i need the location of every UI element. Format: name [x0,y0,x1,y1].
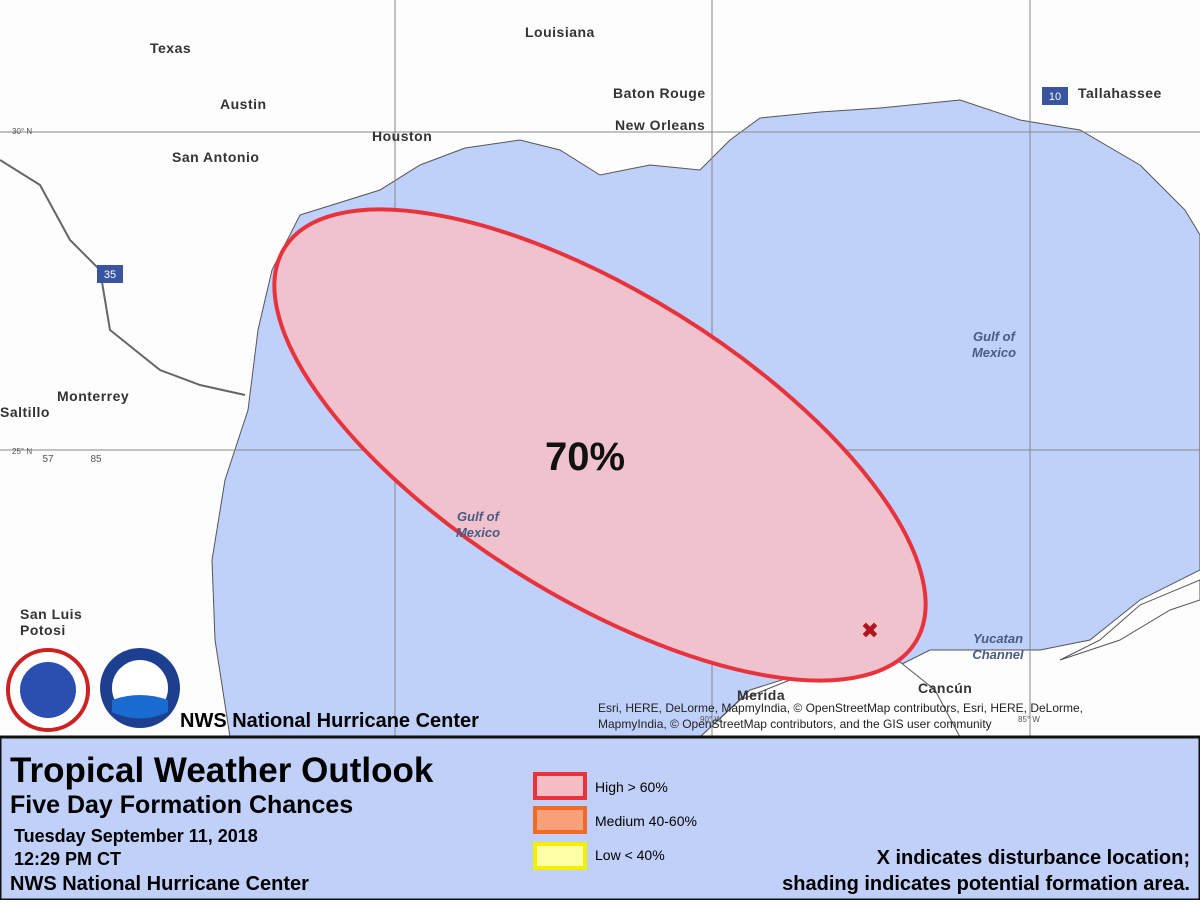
grid-label: 30° N [12,127,32,136]
agency-overlay: NWS National Hurricane Center [180,710,479,732]
grid-label: 85° W [1018,715,1040,724]
footer-panel [0,735,1200,902]
place-label: Texas [150,40,191,56]
grid-label: 25° N [12,447,32,456]
formation-area [272,207,928,683]
place-label: San Antonio [172,149,259,165]
footer-note: shading indicates potential formation ar… [782,873,1190,895]
water-label: Gulf of [973,329,1017,344]
water-label: Yucatan [973,631,1023,646]
water-label: Mexico [972,345,1016,360]
water-label: Gulf of [457,509,501,524]
nws-logo-inner [20,662,76,718]
highway-label: 85 [90,454,102,465]
footer-note: X indicates disturbance location; [877,847,1190,869]
highway-shields: 10 35 57 85 [42,87,1068,465]
shield [97,265,123,283]
water-label: Channel [972,647,1024,662]
place-label: Potosi [20,622,66,638]
probability-label: 70% [545,435,625,479]
place-label: San Luis [20,606,82,622]
grid-label: 90° W [700,715,722,724]
legend-label: Medium 40-60% [595,813,697,829]
highway-label: 57 [42,454,54,465]
place-label: Monterrey [57,388,129,404]
place-label: New Orleans [615,117,705,133]
place-label: Tallahassee [1078,85,1162,101]
footer-agency: NWS National Hurricane Center [10,873,309,895]
place-label: Saltillo [0,404,50,420]
legend-swatch [533,842,587,870]
legend-label: High > 60% [595,779,668,795]
footer-title: Tropical Weather Outlook [10,751,434,790]
place-label: Cancún [918,680,972,696]
highway-label: 10 [1049,91,1061,103]
attribution: MapmyIndia, © OpenStreetMap contributors… [598,717,992,731]
footer-time: 12:29 PM CT [14,849,121,869]
legend-swatch [533,772,587,800]
place-label: Louisiana [525,24,595,40]
attribution: Esri, HERE, DeLorme, MapmyIndia, © OpenS… [598,701,1083,715]
footer-subtitle: Five Day Formation Chances [10,791,353,819]
place-label: Austin [220,96,267,112]
shield [1042,87,1068,105]
place-label: Baton Rouge [613,85,706,101]
border [0,159,246,396]
cuba-land [1059,579,1200,661]
place-label: Houston [372,128,432,144]
legend-swatch [533,806,587,834]
highway-label: 35 [104,269,116,281]
water-label: Mexico [456,525,500,540]
noaa-wave [112,695,168,719]
place-label: Merida [737,687,785,703]
footer-date: Tuesday September 11, 2018 [14,826,258,846]
disturbance-marker: ✖ [861,618,879,643]
legend-label: Low < 40% [595,847,665,863]
